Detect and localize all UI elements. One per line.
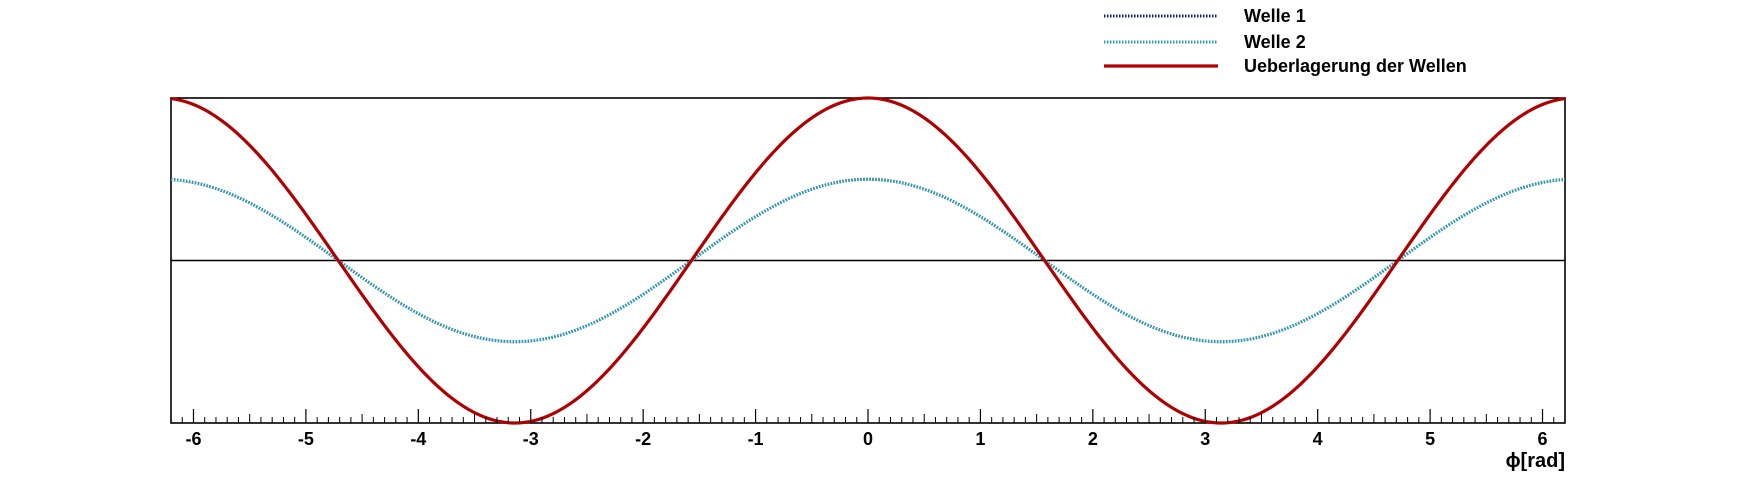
x-tick-label: 3 <box>1200 429 1210 449</box>
legend-label-1: Welle 1 <box>1244 6 1306 26</box>
x-tick-label: 6 <box>1538 429 1548 449</box>
x-tick-label: -2 <box>635 429 651 449</box>
x-axis-title: ϕ[rad] <box>1506 450 1565 472</box>
x-tick-label: -1 <box>748 429 764 449</box>
x-tick-label: 1 <box>975 429 985 449</box>
series-line-2 <box>170 177 1566 344</box>
x-tick-label: -3 <box>523 429 539 449</box>
x-tick-label: -4 <box>410 429 426 449</box>
x-tick-label: -5 <box>298 429 314 449</box>
plot-area <box>170 96 1566 425</box>
legend-label-3: Ueberlagerung der Wellen <box>1244 56 1467 76</box>
legend: Welle 1 Welle 2 Ueberlagerung der Wellen <box>1104 6 1467 76</box>
x-tick-label: -6 <box>185 429 201 449</box>
legend-label-2: Welle 2 <box>1244 32 1306 52</box>
x-tick-label: 4 <box>1313 429 1323 449</box>
x-tick-label: 5 <box>1425 429 1435 449</box>
series-line-3 <box>170 96 1566 425</box>
x-axis: -6 -5 -4 -3 -2 -1 0 1 2 3 4 5 6ϕ[rad] <box>170 409 1566 472</box>
x-tick-label: 0 <box>863 429 873 449</box>
x-tick-label: 2 <box>1088 429 1098 449</box>
